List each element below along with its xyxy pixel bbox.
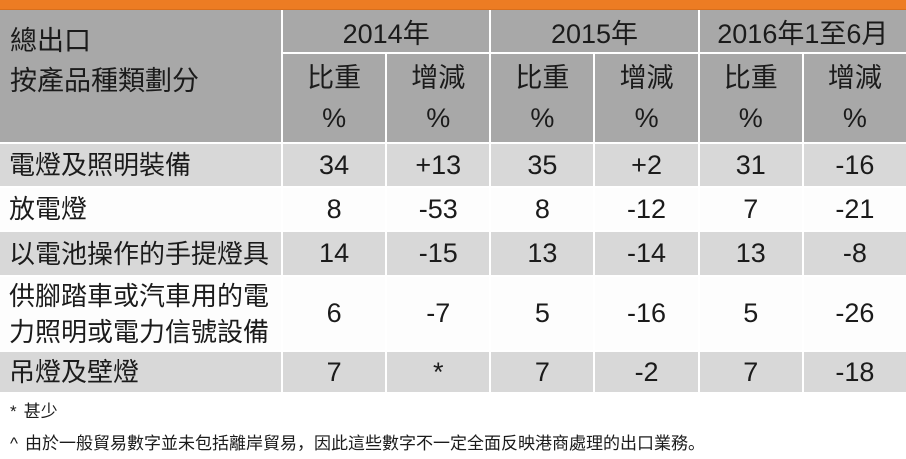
subheader-label: 增減	[619, 63, 674, 93]
subheader-share: 比重 %	[699, 54, 802, 142]
category-cell: 放電燈	[0, 188, 281, 230]
value-cell: 13	[699, 232, 802, 275]
value-cell: -15	[387, 232, 490, 275]
subheader-change: 增減 %	[387, 54, 490, 142]
value-cell: -2	[595, 352, 698, 392]
subheader-unit: %	[322, 103, 347, 133]
value-cell: 7	[491, 352, 594, 392]
value-cell: 34	[283, 144, 386, 186]
value-cell: -53	[387, 188, 490, 230]
category-cell: 電燈及照明裝備	[0, 144, 281, 186]
category-cell: 吊燈及壁燈	[0, 352, 281, 392]
subheader-unit: %	[530, 103, 555, 133]
value-cell: 7	[699, 188, 802, 230]
footnote-text: 由於一般貿易數字並未包括離岸貿易，因此這些數字不一定全面反映港商處理的出口業務。	[24, 434, 705, 453]
subheader-unit: %	[426, 103, 451, 133]
value-cell: -14	[595, 232, 698, 275]
category-cell: 供腳踏車或汽車用的電力照明或電力信號設備	[0, 277, 281, 350]
table-title-line1: 總出口	[10, 26, 91, 56]
value-cell: 14	[283, 232, 386, 275]
value-cell: 6	[283, 277, 386, 350]
year-header: 2014年	[283, 10, 490, 52]
footnote-marker: ^	[10, 434, 18, 453]
value-cell: 5	[491, 277, 594, 350]
footnote-marker: *	[10, 402, 17, 421]
value-cell: -16	[595, 277, 698, 350]
footnote-caret: ^ 由於一般貿易數字並未包括離岸貿易，因此這些數字不一定全面反映港商處理的出口業務…	[10, 433, 896, 454]
subheader-label: 增減	[411, 63, 466, 93]
footnote-asterisk: * 甚少	[10, 401, 896, 422]
value-cell: 35	[491, 144, 594, 186]
table-title-line2: 按產品種類劃分	[10, 66, 199, 96]
value-cell: 8	[283, 188, 386, 230]
subheader-unit: %	[634, 103, 659, 133]
value-cell: -21	[803, 188, 906, 230]
footnotes: * 甚少 ^ 由於一般貿易數字並未包括離岸貿易，因此這些數字不一定全面反映港商處理的…	[0, 392, 906, 454]
category-cell: 以電池操作的手提燈具	[0, 232, 281, 275]
subheader-share: 比重 %	[283, 54, 386, 142]
export-share-table: 總出口 按產品種類劃分 2014年 2015年 2016年1至6月 比重 % 增…	[0, 10, 906, 392]
value-cell: 31	[699, 144, 802, 186]
table-title-cell: 總出口 按產品種類劃分	[0, 10, 281, 142]
subheader-unit: %	[842, 103, 867, 133]
value-cell: *	[387, 352, 490, 392]
year-header: 2016年1至6月	[699, 10, 906, 52]
value-cell: 8	[491, 188, 594, 230]
value-cell: 7	[699, 352, 802, 392]
year-header: 2015年	[491, 10, 698, 52]
value-cell: -16	[803, 144, 906, 186]
value-cell: -8	[803, 232, 906, 275]
value-cell: -12	[595, 188, 698, 230]
value-cell: +2	[595, 144, 698, 186]
subheader-unit: %	[738, 103, 763, 133]
subheader-change: 增減 %	[803, 54, 906, 142]
subheader-label: 增減	[827, 63, 882, 93]
value-cell: -26	[803, 277, 906, 350]
value-cell: 5	[699, 277, 802, 350]
subheader-change: 增減 %	[595, 54, 698, 142]
top-accent-bar	[0, 0, 906, 10]
value-cell: +13	[387, 144, 490, 186]
footnote-text: 甚少	[23, 402, 58, 421]
subheader-share: 比重 %	[491, 54, 594, 142]
value-cell: -7	[387, 277, 490, 350]
subheader-label: 比重	[723, 63, 778, 93]
value-cell: 13	[491, 232, 594, 275]
value-cell: 7	[283, 352, 386, 392]
value-cell: -18	[803, 352, 906, 392]
subheader-label: 比重	[307, 63, 362, 93]
subheader-label: 比重	[515, 63, 570, 93]
